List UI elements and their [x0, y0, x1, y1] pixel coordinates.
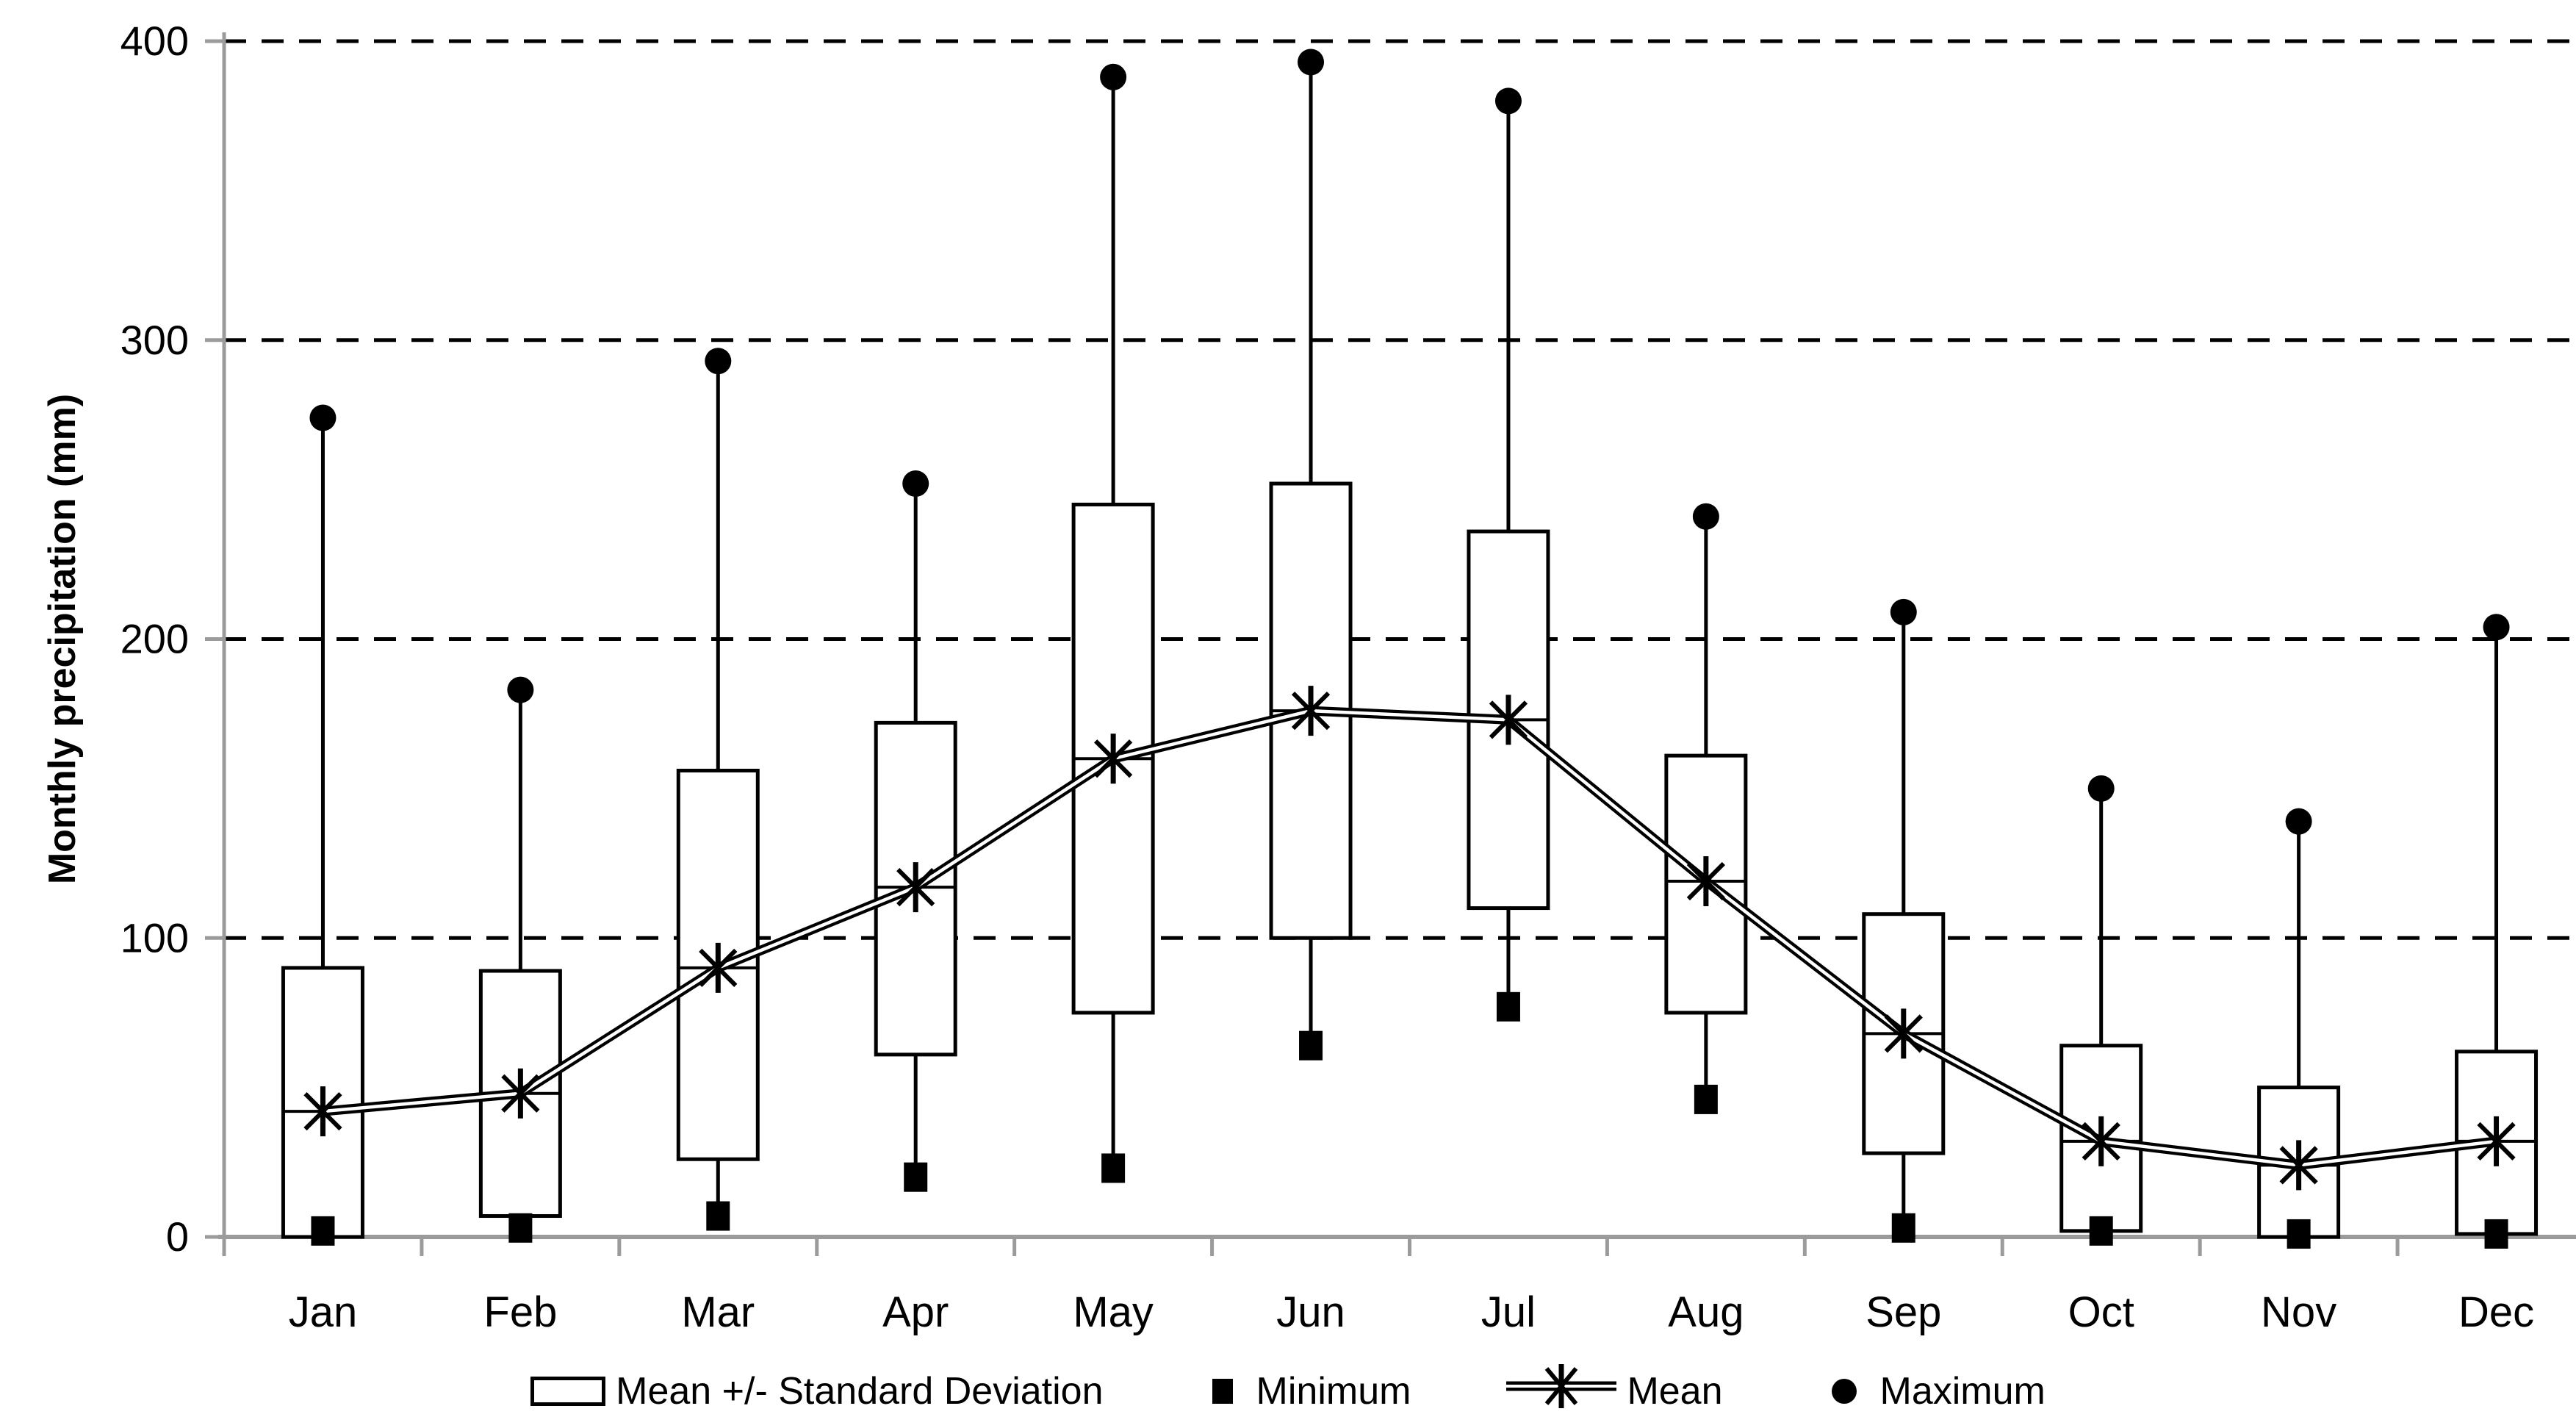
- mean-star-marker: [2279, 1146, 2318, 1185]
- legend-label-std: Mean +/- Standard Deviation: [616, 1369, 1104, 1413]
- y-tick-label-0: 0: [166, 1213, 189, 1260]
- filled-square-icon: [1212, 1378, 1233, 1404]
- x-label-Oct: Oct: [2068, 1288, 2134, 1336]
- maximum-marker: [1494, 87, 1522, 115]
- maximum-marker: [309, 404, 337, 431]
- maximum-marker: [2285, 808, 2312, 835]
- x-label-Mar: Mar: [681, 1288, 755, 1336]
- mean-star-marker: [2082, 1122, 2120, 1160]
- legend-label-minimum: Minimum: [1256, 1369, 1411, 1413]
- legend-item-std: Mean +/- Standard Deviation: [530, 1369, 1104, 1413]
- minimum-marker: [706, 1201, 730, 1231]
- x-label-Aug: Aug: [1668, 1288, 1744, 1336]
- legend-item-mean: Mean: [1506, 1363, 1723, 1417]
- minimum-marker: [2089, 1216, 2113, 1246]
- box-outline-icon: [530, 1376, 606, 1406]
- maximum-marker: [507, 676, 534, 703]
- maximum-marker: [1100, 63, 1127, 90]
- minimum-marker: [904, 1162, 928, 1192]
- mean-star-marker: [2477, 1122, 2516, 1160]
- y-tick-label-400: 400: [120, 18, 189, 64]
- mean-star-marker: [303, 1092, 342, 1131]
- chart-svg: 0 100 200 300 400 Jan Feb Mar Apr May Jun Jul Aug Sep…: [41, 18, 2576, 1336]
- mean-star-marker: [699, 948, 738, 988]
- legend-label-mean: Mean: [1627, 1369, 1723, 1413]
- star-line-icon: [1506, 1363, 1617, 1417]
- legend-item-minimum: Minimum: [1199, 1369, 1411, 1413]
- minimum-marker: [508, 1213, 533, 1243]
- y-tick-label-200: 200: [120, 616, 189, 662]
- maximum-marker: [2087, 775, 2115, 802]
- minimum-marker: [1299, 1030, 1323, 1061]
- y-tick-label-300: 300: [120, 317, 189, 363]
- maximum-marker: [902, 470, 929, 497]
- mean-star-marker: [1489, 700, 1528, 739]
- maximum-marker: [2483, 614, 2510, 641]
- mean-line-inner: [323, 708, 2497, 1167]
- precipitation-boxplot-chart: 0 100 200 300 400 Jan Feb Mar Apr May Jun Jul Aug Sep…: [29, 12, 2576, 1413]
- x-label-Sep: Sep: [1866, 1288, 1941, 1336]
- y-axis-title: Monthly precipitation (mm): [41, 394, 84, 884]
- minimum-marker: [1694, 1084, 1718, 1114]
- legend-item-maximum: Maximum: [1818, 1369, 2046, 1413]
- x-label-Feb: Feb: [483, 1288, 557, 1336]
- x-label-Jul: Jul: [1481, 1288, 1536, 1336]
- mean-star-marker: [896, 867, 935, 907]
- x-label-Jun: Jun: [1276, 1288, 1345, 1336]
- minimum-marker: [311, 1216, 335, 1246]
- minimum-marker: [1101, 1153, 1126, 1183]
- maximum-marker: [705, 348, 732, 375]
- minimum-marker: [1496, 991, 1520, 1022]
- x-label-Dec: Dec: [2458, 1288, 2534, 1336]
- y-tick-label-100: 100: [120, 914, 189, 961]
- x-label-May: May: [1073, 1288, 1154, 1336]
- mean-star-marker: [1094, 739, 1133, 778]
- x-label-Nov: Nov: [2261, 1288, 2336, 1336]
- minimum-marker: [1891, 1213, 1915, 1243]
- mean-star-marker: [1291, 691, 1331, 731]
- minimum-marker: [2287, 1219, 2311, 1249]
- minimum-marker: [2484, 1219, 2508, 1249]
- mean-star-marker: [1884, 1014, 1923, 1053]
- maximum-marker: [1692, 503, 1719, 530]
- chart-legend: Mean +/- Standard Deviation Minimum Mean: [29, 1363, 2547, 1417]
- maximum-marker: [1890, 598, 1917, 625]
- std-box: [1664, 753, 1748, 1015]
- maximum-marker: [1298, 49, 1325, 76]
- mean-star-marker: [1686, 861, 1725, 901]
- x-label-Apr: Apr: [882, 1288, 949, 1336]
- x-label-Jan: Jan: [289, 1288, 358, 1336]
- mean-star-marker: [501, 1074, 540, 1113]
- legend-label-maximum: Maximum: [1879, 1369, 2046, 1413]
- filled-circle-icon: [1831, 1378, 1857, 1404]
